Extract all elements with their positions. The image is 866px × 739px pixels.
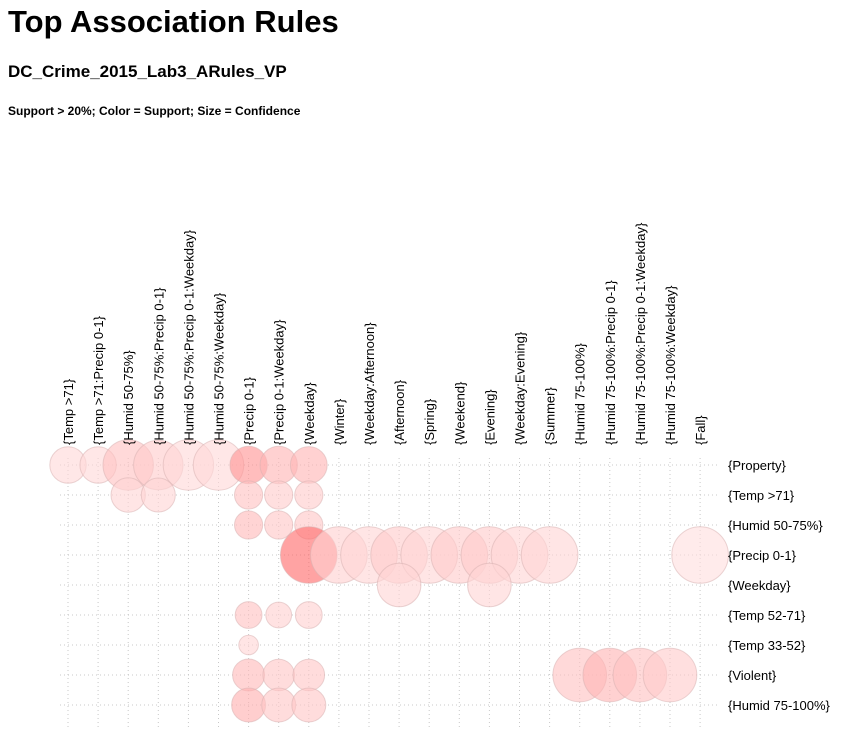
y-axis-labels: {Property} {Temp >71} {Humid 50-75%} {Preci… xyxy=(728,458,831,713)
y-tick-label: {Violent} xyxy=(728,668,777,683)
rule-bubble xyxy=(264,510,294,540)
y-tick-label: {Temp 33-52} xyxy=(728,638,806,653)
rule-bubble xyxy=(238,634,259,656)
y-tick-label: {Property} xyxy=(728,458,786,473)
x-tick-label: {Precip 0-1} xyxy=(242,376,257,445)
x-tick-label: {Evening} xyxy=(482,389,497,445)
rule-bubble xyxy=(292,658,326,692)
rule-bubble xyxy=(232,658,266,692)
x-tick-label: {Spring} xyxy=(422,398,437,445)
rule-bubble xyxy=(376,562,422,608)
x-tick-label: {Humid 75-100%:Precip 0-1:Weekday} xyxy=(633,222,648,445)
y-tick-label: {Temp >71} xyxy=(728,488,795,503)
x-tick-label: {Winter} xyxy=(332,398,347,445)
rule-bubble xyxy=(294,601,323,629)
y-tick-label: {Humid 50-75%} xyxy=(728,518,823,533)
x-tick-label: {Humid 50-75%:Precip 0-1:Weekday} xyxy=(181,229,196,445)
rule-bubble xyxy=(140,477,176,513)
rule-bubble xyxy=(231,687,267,723)
rule-bubble xyxy=(110,477,146,513)
rule-bubble xyxy=(520,526,579,584)
x-tick-label: {Weekend} xyxy=(452,381,467,445)
rule-bubble xyxy=(289,446,328,484)
rule-bubble xyxy=(671,526,729,584)
rule-bubble xyxy=(265,601,293,629)
rule-bubble xyxy=(262,658,296,692)
rule-bubble xyxy=(234,480,264,510)
rule-bubble xyxy=(234,601,263,629)
x-tick-label: {Humid 75-100%:Weekday} xyxy=(663,285,678,445)
x-tick-label: {Humid 50-75%:Weekday} xyxy=(212,292,227,445)
x-tick-label: {Humid 75-100%} xyxy=(573,342,588,445)
x-tick-label: {Humid 50-75%:Precip 0-1} xyxy=(151,287,166,445)
y-tick-label: {Weekday} xyxy=(728,578,791,593)
rule-bubble xyxy=(294,480,324,510)
chart-subtitle: DC_Crime_2015_Lab3_ARules_VP xyxy=(8,62,287,81)
y-tick-label: {Temp 52-71} xyxy=(728,608,806,623)
x-tick-label: {Weekday:Afternoon} xyxy=(362,322,377,445)
x-tick-label: {Temp >71} xyxy=(61,378,76,445)
rule-bubble xyxy=(234,510,264,540)
x-tick-label: {Summer} xyxy=(543,387,558,445)
rule-bubble xyxy=(291,687,327,723)
x-tick-label: {Precip 0-1:Weekday} xyxy=(272,319,287,445)
y-tick-label: {Humid 75-100%} xyxy=(728,698,831,713)
page-title: Top Association Rules xyxy=(8,4,339,39)
bubble-layer xyxy=(49,439,729,723)
x-tick-label: {Humid 75-100%:Precip 0-1} xyxy=(603,280,618,445)
x-tick-label: {Weekday:Evening} xyxy=(513,331,528,445)
rule-bubble xyxy=(261,687,297,723)
rule-bubble xyxy=(642,647,698,703)
x-axis-labels: {Temp >71} {Temp >71:Precip 0-1} {Humid 50… xyxy=(61,222,708,445)
chart-legend-note: Support > 20%; Color = Support; Size = C… xyxy=(8,104,301,118)
x-tick-label: {Humid 50-75%} xyxy=(121,350,136,445)
rule-bubble xyxy=(264,480,294,510)
x-tick-label: {Weekday} xyxy=(302,382,317,445)
y-tick-label: {Precip 0-1} xyxy=(728,548,797,563)
rule-bubble xyxy=(467,562,512,608)
x-tick-label: {Afternoon} xyxy=(392,379,407,445)
x-tick-label: {Fall} xyxy=(693,415,708,445)
x-tick-label: {Temp >71:Precip 0-1} xyxy=(91,315,106,445)
